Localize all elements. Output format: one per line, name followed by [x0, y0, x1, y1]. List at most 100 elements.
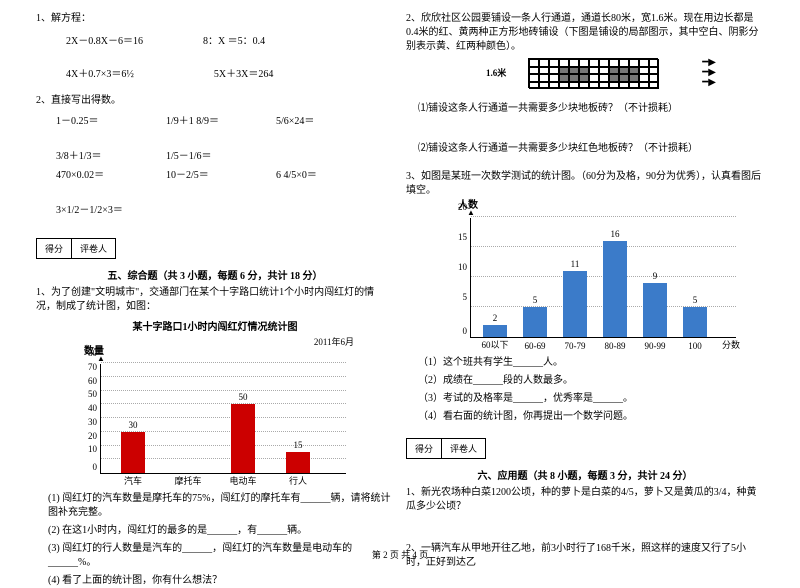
tile-cell	[609, 67, 619, 75]
xlab: 70-79	[565, 341, 586, 351]
bar-ebike: 50	[231, 404, 255, 473]
tile-cell	[539, 67, 549, 75]
q2-items: 1－0.25＝ 1/9＋1 8/9＝ 5/6×24＝ 3/8＋1/3＝ 1/5－…	[56, 112, 394, 162]
tile-cell	[629, 59, 639, 67]
bar-b3: 11	[563, 271, 587, 337]
page-footer: 第 2 页 共 4 页	[0, 548, 800, 561]
tile-cell	[609, 74, 619, 82]
eq: 2X－0.8X－6＝16	[66, 32, 143, 47]
tile-dim-label: 1.6米	[486, 66, 506, 79]
tile-cell	[579, 82, 589, 90]
bar-car: 30	[121, 432, 145, 473]
q1-title: 1、解方程：	[36, 12, 394, 26]
ylab: 50	[79, 389, 97, 399]
calc-item: 1/5－1/6＝	[166, 147, 256, 162]
tile-cell	[629, 82, 639, 90]
xlab: 摩托车	[174, 474, 201, 487]
bar-b4: 16	[603, 241, 627, 337]
ylab: 60	[79, 376, 97, 386]
r-q2-intro: 2、欣欣社区公园要铺设一条人行通道，通道长80米，宽1.6米。现在用边长都是0.…	[406, 12, 764, 54]
tile-cell	[569, 74, 579, 82]
ylab: 5	[449, 292, 467, 302]
tile-cell	[579, 59, 589, 67]
bar-label: 15	[286, 440, 310, 450]
score-box: 得分 评卷人	[36, 238, 116, 259]
tile-cell	[529, 59, 539, 67]
bar-label: 2	[483, 313, 507, 323]
tile-cell	[569, 67, 579, 75]
tile-cell	[559, 74, 569, 82]
ylab: 80	[79, 348, 97, 358]
ylab: 10	[79, 444, 97, 454]
bar-label: 16	[603, 229, 627, 239]
chart2: 人数 0 5 10 15 20 2 5 11 16 9 5 60以下 60-69…	[436, 202, 746, 352]
tile-cell	[599, 67, 609, 75]
xaxis-label: 分数	[722, 338, 740, 351]
q1-eqs-row1: 2X－0.8X－6＝16 8：X ＝5：0.4	[66, 32, 394, 47]
tile-cell	[549, 74, 559, 82]
tile-cell	[619, 67, 629, 75]
bar-b2: 5	[523, 307, 547, 337]
bar-label: 5	[523, 295, 547, 305]
score-label: 得分	[407, 439, 442, 458]
tile-cell	[639, 59, 649, 67]
bar-b1: 2	[483, 325, 507, 337]
xlab: 汽车	[124, 474, 142, 487]
r-q3-4: （4）看右面的统计图，你再提出一个数学问题。	[418, 410, 764, 424]
chart1-axes: 0 10 20 30 40 50 60 70 80 30 50 15 汽车 摩托…	[100, 364, 346, 474]
tile-cell	[539, 59, 549, 67]
eq: 4X＋0.7×3＝6½	[66, 65, 134, 80]
r-q2-sub1: ⑴铺设这条人行通道一共需要多少块地板砖？（不计损耗）	[418, 102, 764, 116]
tile-cell	[649, 67, 659, 75]
tile-cell	[639, 74, 649, 82]
section-6-title: 六、应用题（共 8 小题，每题 3 分，共计 24 分）	[406, 467, 764, 482]
tile-cell	[549, 59, 559, 67]
score-box-2: 得分 评卷人	[406, 438, 486, 459]
bar-pedestrian: 15	[286, 452, 310, 473]
xlab: 行人	[289, 474, 307, 487]
calc-item: 6 4/5×0＝	[276, 166, 366, 181]
chart1-title: 某十字路口1小时内闯红灯情况统计图	[36, 318, 394, 333]
calc-item: 1/9＋1 8/9＝	[166, 112, 256, 127]
tile-cell	[579, 67, 589, 75]
ylab: 20	[79, 431, 97, 441]
tile-cell	[599, 59, 609, 67]
tile-cell	[549, 82, 559, 90]
tile-cell	[609, 59, 619, 67]
left-column: 1、解方程： 2X－0.8X－6＝16 8：X ＝5：0.4 4X＋0.7×3＝…	[30, 8, 400, 565]
ylab: 30	[79, 417, 97, 427]
r-q3-1: （1）这个班共有学生______人。	[418, 356, 764, 370]
ylab: 0	[449, 326, 467, 336]
tile-cell	[529, 67, 539, 75]
tile-cell	[549, 67, 559, 75]
chart1: 数量 0 10 20 30 40 50 60 70 80 30 50 15 汽车…	[56, 348, 356, 488]
r-q2-sub2: ⑵铺设这条人行通道一共需要多少块红色地板砖？（不计损耗）	[418, 142, 764, 156]
r-q3-intro: 3、如图是某班一次数学测试的统计图。（60分为及格，90分为优秀），认真看图后填…	[406, 170, 764, 198]
calc-item: 3/8＋1/3＝	[56, 147, 146, 162]
tile-grid	[528, 58, 658, 88]
calc-item: 10－2/5＝	[166, 166, 256, 181]
tile-cell	[569, 59, 579, 67]
tile-cell	[619, 74, 629, 82]
tile-cell	[599, 74, 609, 82]
tile-cell	[589, 82, 599, 90]
tile-cell	[559, 67, 569, 75]
eq: 8：X ＝5：0.4	[203, 32, 265, 47]
xlab: 90-99	[645, 341, 666, 351]
tile-cell	[589, 67, 599, 75]
calc-item: 1－0.25＝	[56, 112, 146, 127]
s5-q4: (4) 看了上面的统计图，你有什么想法？	[48, 574, 394, 588]
ylab: 10	[449, 262, 467, 272]
score-label: 得分	[37, 239, 72, 258]
r-q3-2: （2）成绩在______段的人数最多。	[418, 374, 764, 388]
tile-cell	[649, 82, 659, 90]
s5-q2: (2) 在这1小时内，闯红灯的最多的是______，有______辆。	[48, 524, 394, 538]
right-column: 2、欣欣社区公园要铺设一条人行通道，通道长80米，宽1.6米。现在用边长都是0.…	[400, 8, 770, 565]
tile-arrows-icon: ━▶━▶━▶	[702, 58, 716, 88]
bar-label: 9	[643, 271, 667, 281]
tile-cell	[619, 82, 629, 90]
xlab: 100	[688, 341, 702, 351]
ylab: 40	[79, 403, 97, 413]
s5-q1: (1) 闯红灯的汽车数量是摩托车的75%，闯红灯的摩托车有______辆，请将统…	[48, 492, 394, 520]
tile-cell	[629, 67, 639, 75]
